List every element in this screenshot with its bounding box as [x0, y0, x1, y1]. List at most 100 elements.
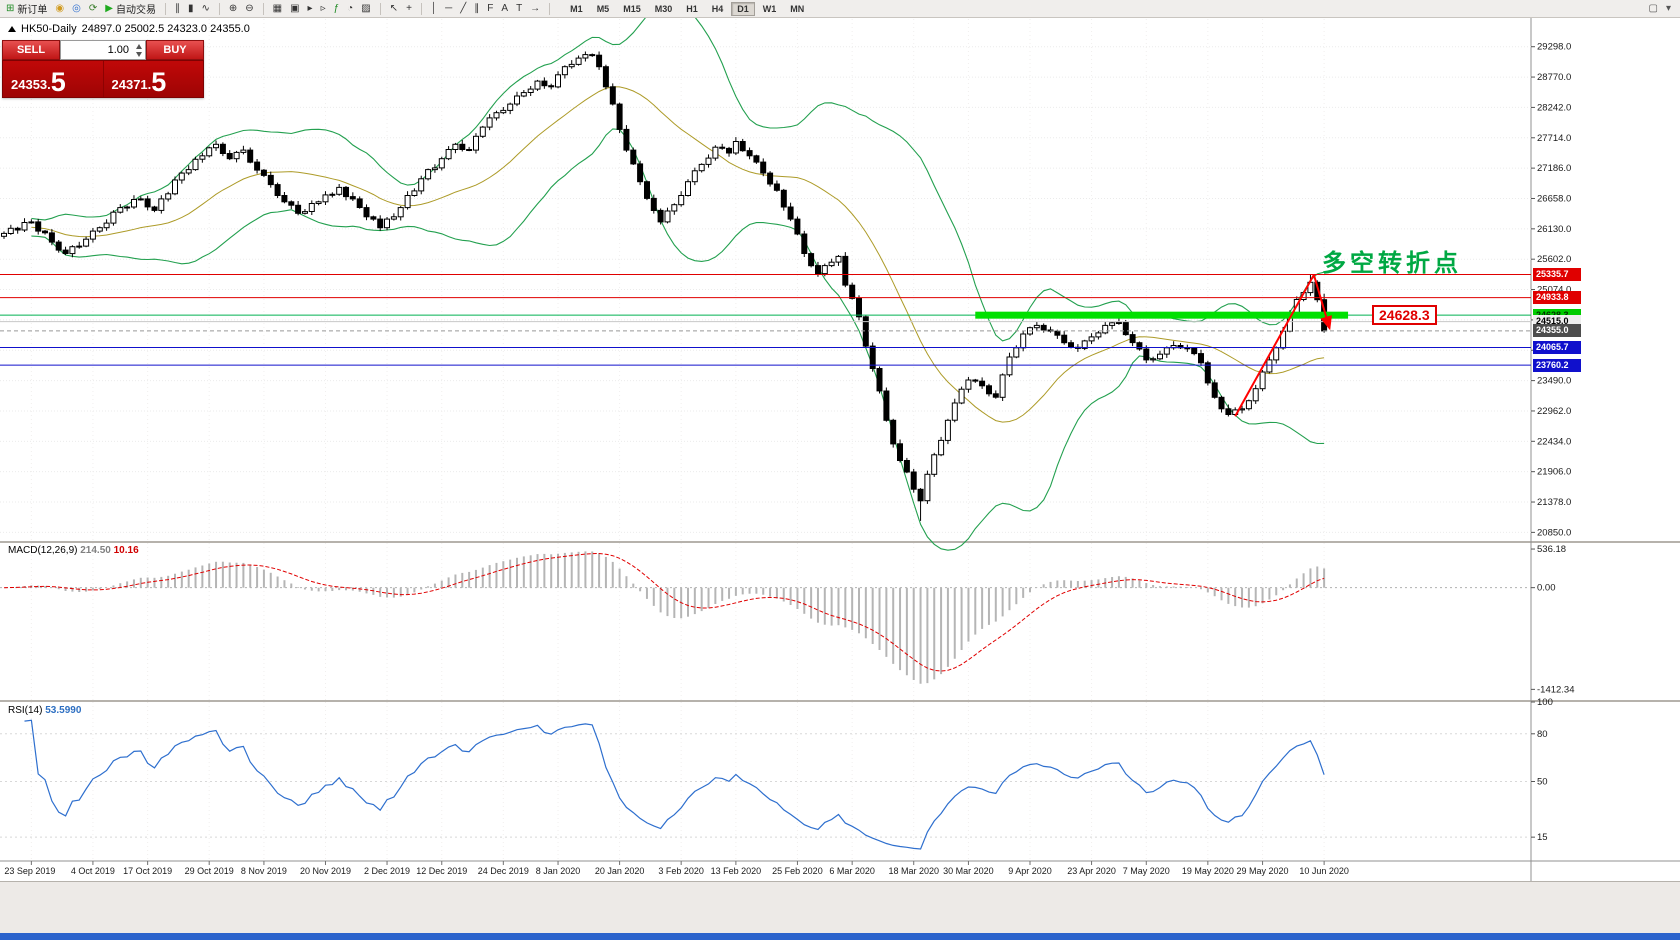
trend-line-up[interactable] [1234, 274, 1315, 417]
window-bottom-edge [0, 933, 1680, 940]
date-axis-labels: 23 Sep 2019 4 Oct 2019 17 Oct 2019 29 Oct 2… [4, 861, 1349, 876]
line-chart-icon[interactable]: ∿ [198, 1, 212, 16]
templates-icon-glyph: ▨ [361, 2, 371, 14]
svg-text:29298.0: 29298.0 [1537, 42, 1571, 53]
cursor-icon[interactable]: ↖ [387, 1, 401, 16]
timeframe-w1[interactable]: W1 [762, 3, 777, 14]
svg-text:20850.0: 20850.0 [1537, 527, 1571, 538]
trendline-icon[interactable]: ╱ [457, 1, 469, 16]
svg-text:10 Jun 2020: 10 Jun 2020 [1299, 866, 1349, 876]
bid-price-display: 24353. 5 [3, 61, 103, 97]
trend-arrow-down[interactable] [1312, 274, 1332, 331]
pane-frame [0, 18, 1680, 881]
text-icon[interactable]: A [498, 1, 511, 16]
more-icon[interactable]: ▾ [1665, 3, 1671, 14]
support-zone[interactable] [975, 311, 1349, 319]
toolbar-buttons: ⊞ 新订单 ◉ ◎ ⟳ ▶ 自动交易 ∥ ▮ ∿ ⊕ ⊖ ▦ ▣ ▸ ▹ ƒ ◔ ▨ ↖ + │ ─ ╱ ∥ F A T → [3, 1, 554, 16]
crosshair-icon[interactable]: + [403, 1, 415, 16]
refresh-icon[interactable]: ⟳ [86, 1, 100, 16]
toolbar-separator [379, 2, 381, 15]
toolbar-separator [164, 2, 166, 15]
zoom-in-icon[interactable]: ⊕ [226, 1, 240, 16]
timeframe-h1[interactable]: H1 [686, 3, 698, 14]
navigator-icon-glyph: ◎ [72, 2, 81, 14]
autotrading-button[interactable]: ▶ 自动交易 [102, 1, 159, 16]
macd-title: MACD(12,26,9) [8, 545, 78, 556]
vertical-line-icon[interactable]: │ [428, 1, 440, 16]
periods-icon-glyph: ◔ [347, 2, 354, 14]
zoom-in-icon-glyph: ⊕ [228, 2, 238, 14]
horizontal-line-icon[interactable]: ─ [442, 1, 455, 16]
toolbar-right: ▢ ▾ [1647, 1, 1677, 16]
crosshair-icon-glyph: + [406, 2, 412, 14]
navigator-icon[interactable]: ◎ [69, 1, 84, 16]
svg-text:27714.0: 27714.0 [1537, 133, 1571, 144]
svg-text:3 Feb 2020: 3 Feb 2020 [658, 866, 704, 876]
text-label-icon[interactable]: T [513, 1, 525, 16]
timeframe-m1[interactable]: M1 [570, 3, 583, 14]
market-watch-icon-glyph: ◉ [55, 2, 65, 14]
rsi-plot [0, 719, 1531, 850]
price-tag: 24355.0 [1533, 324, 1581, 338]
zoom-out-icon[interactable]: ⊖ [242, 1, 256, 16]
band-lower-line [31, 128, 1325, 551]
one-click-trading-panel: SELL 1.00 BUY 24353. 5 24371. 5 [2, 40, 204, 98]
svg-text:17 Oct 2019: 17 Oct 2019 [123, 866, 172, 876]
timeframe-mn[interactable]: MN [790, 3, 805, 14]
svg-text:-1412.34: -1412.34 [1537, 684, 1575, 695]
grid-icon[interactable]: ▦ [270, 1, 285, 16]
chart-shift-icon[interactable]: ▹ [318, 1, 329, 16]
collapse-panel-icon[interactable] [8, 26, 16, 32]
fibonacci-icon[interactable]: F [484, 1, 496, 16]
chart-header: HK50-Daily 24897.0 25002.5 24323.0 24355… [8, 23, 250, 35]
svg-text:23 Apr 2020: 23 Apr 2020 [1067, 866, 1116, 876]
timeframe-d1[interactable]: D1 [731, 1, 755, 16]
auto-scroll-icon[interactable]: ▸ [305, 1, 316, 16]
svg-text:23490.0: 23490.0 [1537, 376, 1571, 387]
fibonacci-icon-glyph: F [487, 2, 494, 14]
svg-text:19 May 2020: 19 May 2020 [1182, 866, 1234, 876]
svg-text:4 Oct 2019: 4 Oct 2019 [71, 866, 115, 876]
turning-point-annotation[interactable]: 多空转折点 [1322, 250, 1462, 278]
macd-header: MACD(12,26,9) 214.50 10.16 [8, 545, 139, 556]
macd-signal-line [3, 552, 1325, 672]
new-order-button[interactable]: ⊞ 新订单 [3, 1, 50, 16]
timeframe-h4[interactable]: H4 [711, 3, 724, 14]
channel-icon[interactable]: ∥ [471, 1, 482, 16]
templates-icon[interactable]: ▨ [358, 1, 373, 16]
rsi-value: 53.5990 [45, 705, 82, 716]
timeframe-m5[interactable]: M5 [596, 3, 610, 14]
price-axis[interactable] [1531, 18, 1680, 861]
price-tag: 24933.8 [1533, 291, 1581, 305]
window-icon[interactable]: ▢ [1648, 3, 1658, 14]
market-watch-icon[interactable]: ◉ [52, 1, 67, 16]
timeframe-bar: M1 M5 M15 M30 H1 H4 D1 W1 MN [564, 1, 810, 16]
level-price-label[interactable]: 24628.3 [1372, 305, 1437, 326]
bar-chart-icon[interactable]: ∥ [172, 1, 183, 16]
sell-button[interactable]: SELL [2, 40, 60, 60]
level-lines[interactable] [0, 273, 1531, 366]
volume-input[interactable]: 1.00 [60, 40, 146, 60]
periods-icon[interactable]: ◔ [344, 1, 356, 16]
new-order-glyph: ⊞ [6, 2, 15, 14]
tile-windows-icon[interactable]: ▣ [287, 1, 302, 16]
timeframe-m30[interactable]: M30 [654, 3, 673, 14]
buy-button[interactable]: BUY [146, 40, 204, 60]
toolbar-separator [420, 2, 422, 15]
svg-text:7 May 2020: 7 May 2020 [1123, 866, 1170, 876]
volume-down-icon[interactable] [136, 52, 142, 57]
svg-text:18 Mar 2020: 18 Mar 2020 [888, 866, 939, 876]
indicators-icon[interactable]: ƒ [331, 1, 343, 16]
arrows-icon[interactable]: → [527, 1, 543, 16]
timeframe-m15[interactable]: M15 [623, 3, 641, 14]
toolbar-separator [218, 2, 220, 15]
ask-price-display: 24371. 5 [102, 61, 204, 97]
svg-text:27186.0: 27186.0 [1537, 163, 1571, 174]
status-area [0, 881, 1680, 934]
time-axis[interactable] [0, 861, 1531, 881]
grid [0, 19, 1531, 861]
candlestick-chart-icon[interactable]: ▮ [185, 1, 197, 16]
svg-text:29 May 2020: 29 May 2020 [1237, 866, 1289, 876]
volume-up-icon[interactable] [136, 44, 142, 49]
